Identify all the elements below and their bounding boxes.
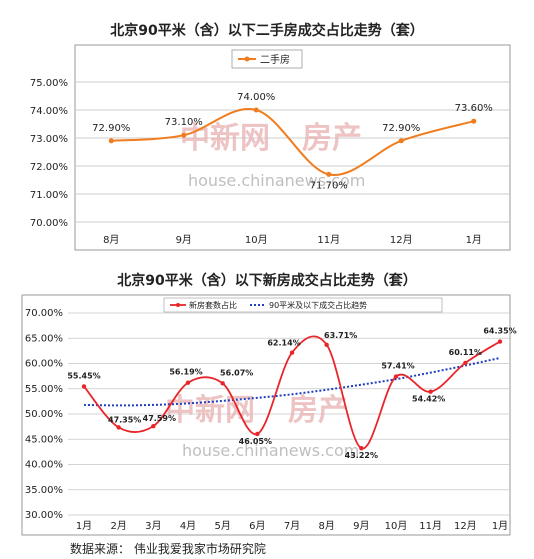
chart2-data-label: 57.41%	[381, 362, 414, 371]
chart1-point	[181, 132, 187, 138]
chart2-legend-label-trend: 90平米及以下成交占比趋势	[269, 300, 367, 310]
chart1-frame	[74, 44, 511, 251]
watermark-house-logo: 房产	[288, 393, 348, 428]
chart2-xtick-label: 5月	[214, 520, 230, 532]
chart2-ytick-label: 50.00%	[25, 409, 63, 420]
chart2-point	[185, 380, 191, 385]
watermark-chinanews-logo: 中新网	[180, 121, 270, 156]
chart2-data-label: 56.07%	[220, 368, 253, 377]
watermark-house-logo: 房产	[302, 121, 362, 156]
chart2-ytick-label: 30.00%	[25, 510, 63, 521]
chart2-point	[359, 446, 364, 451]
chart1-legend-box	[231, 49, 303, 69]
chart2-svg: 30.00% 35.00% 40.00% 45.00% 50.00% 55.00% 60.0…	[21, 294, 517, 536]
watermark-url: house.chinanews.com	[188, 171, 365, 190]
chart2-ytick-label: 45.00%	[25, 434, 63, 445]
chart1-xtick-label: 9月	[176, 234, 192, 246]
chart2-xtick-label: 2月	[110, 520, 126, 532]
chart2-point	[220, 381, 225, 386]
chart1-point	[326, 171, 332, 177]
chart2-data-label: 54.42%	[412, 395, 445, 404]
chart1-ytick-label: 70.00%	[30, 218, 68, 229]
chart2-xtick-label: 6月	[249, 520, 265, 532]
chart2-ytick-label: 70.00%	[25, 308, 63, 319]
chart2-data-label: 62.14%	[267, 339, 300, 348]
chart1-xtick-label: 8月	[103, 234, 119, 246]
chart1-legend-marker	[244, 56, 250, 62]
chart1-ytick-label: 74.00%	[30, 106, 68, 117]
chart2-point	[324, 342, 329, 347]
chart2-xtick-label: 7月	[284, 520, 300, 532]
chart1-ytick-label: 73.00%	[30, 134, 68, 145]
chart2-legend-label-main: 新房套数占比	[189, 300, 237, 310]
chart1-data-label: 74.00%	[237, 92, 275, 103]
chart1-data-label: 72.90%	[92, 123, 130, 134]
chart2-point	[81, 384, 87, 389]
chart1-xtick-label: 10月	[245, 234, 268, 246]
chart2-xtick-label: 10月	[385, 520, 408, 532]
chart1-svg: 70.00% 71.00% 72.00% 73.00% 74.00% 75.00% 8月 9月…	[30, 44, 511, 251]
chart2-data-label: 60.11%	[449, 348, 482, 357]
chart1-data-label: 73.60%	[455, 103, 493, 114]
chart2-xtick-label: 1月	[76, 520, 92, 532]
chart2-trend-line	[83, 356, 501, 407]
chart2-xtick-label: 3月	[145, 520, 161, 532]
chart1-point	[108, 138, 114, 144]
chart2-ytick-label: 40.00%	[25, 460, 63, 471]
chart2-point	[151, 423, 156, 429]
chart2-point	[428, 389, 433, 394]
chart2-xtick-label: 1月	[492, 520, 508, 532]
data-source: 数据来源： 伟业我爱我家市场研究院	[70, 542, 266, 556]
chart1-ytick-label: 71.00%	[30, 190, 68, 201]
chart2-ytick-label: 65.00%	[25, 333, 63, 344]
chart2-point	[393, 374, 399, 379]
chart2-data-label: 64.35%	[483, 327, 516, 336]
chart2-data-label: 47.59%	[143, 414, 176, 423]
chart2-xtick-label: 9月	[353, 520, 369, 532]
chart1-ytick-label: 72.00%	[30, 162, 68, 173]
chart2-point	[289, 350, 295, 355]
chart2-data-label: 56.19%	[169, 368, 202, 377]
chart2-xtick-label: 11月	[419, 520, 442, 532]
chart2-ytick-label: 60.00%	[25, 359, 63, 370]
chart2-legend-marker-main	[176, 303, 180, 307]
chart1-point	[253, 107, 259, 113]
chart2-ytick-label: 35.00%	[25, 485, 63, 496]
chart2-data-label: 47.35%	[108, 415, 141, 424]
chart2-point	[497, 339, 503, 344]
chart2-point	[463, 360, 468, 366]
chart2-point	[116, 425, 121, 430]
chart1-point	[471, 118, 477, 124]
chart2-data-label: 46.05%	[239, 437, 272, 446]
chart2-xtick-label: 12月	[454, 520, 477, 532]
chart1-xtick-label: 1月	[466, 234, 482, 246]
chart1-data-label: 71.70%	[310, 180, 348, 191]
watermark-url: house.chinanews.com	[182, 441, 359, 460]
chart2-title: 北京90平米（含）以下新房成交占比走势（套）	[117, 273, 417, 289]
chart2-point	[255, 431, 260, 437]
chart2-xtick-label: 8月	[318, 520, 334, 532]
chart2-legend-box	[163, 297, 443, 313]
chart1-point	[398, 138, 404, 144]
chart1-data-label: 72.90%	[382, 123, 420, 134]
chart1-legend-label: 二手房	[260, 53, 290, 66]
chart2-data-label: 43.22%	[345, 451, 378, 460]
chart2-data-label: 55.45%	[67, 371, 100, 380]
chart2-ytick-label: 55.00%	[25, 384, 63, 395]
chart1-xtick-label: 12月	[390, 234, 413, 246]
chart2-data-label: 63.71%	[324, 331, 357, 340]
chart1-data-label: 73.10%	[165, 117, 203, 128]
chart2-frame	[21, 294, 511, 536]
chart2-xtick-label: 4月	[180, 520, 196, 532]
chart1-xtick-label: 11月	[317, 234, 340, 246]
chart1-ytick-label: 75.00%	[30, 78, 68, 89]
watermark-chinanews-logo: 中新网	[165, 393, 255, 428]
chart1-title: 北京90平米（含）以下二手房成交占比走势（套）	[110, 23, 424, 39]
